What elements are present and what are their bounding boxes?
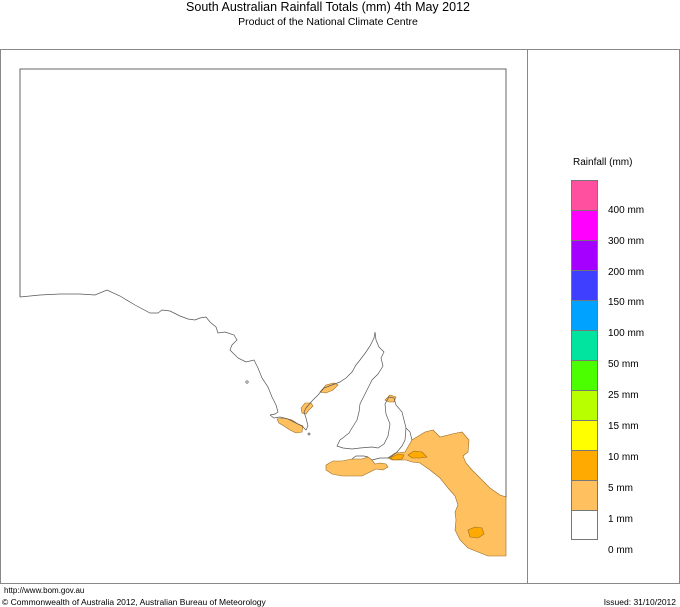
legend-label-150: 150 mm [608,297,645,308]
legend-label-0: 0 mm [608,545,633,556]
copyright-text: © Commonwealth of Australia 2012, Austra… [2,597,266,607]
legend-title: Rainfall (mm) [573,157,633,168]
chart-subtitle: Product of the National Climate Centre [238,16,418,28]
rain-area-fleurieu-5mm [389,453,405,461]
rain-area-eyre-mid [300,402,314,415]
legend-swatch-50 [571,330,598,360]
island-small [245,380,249,384]
rain-area-adelaide-5mm [407,450,428,459]
rain-area-yorke-tip [384,394,397,403]
legend-label-5: 5 mm [608,483,633,494]
map-frame [0,49,680,584]
coastline-gulf-st-vincent [405,427,413,441]
legend-swatch-25 [571,360,598,390]
legend-label-10: 10 mm [608,452,639,463]
coastline [19,289,413,461]
legend-label-300: 300 mm [608,236,645,247]
rain-area-southeast-5mm [467,526,485,539]
coastline-bight [19,289,279,416]
legend-swatch-400 [571,180,598,210]
rain-area-southeast [387,429,507,557]
legend-swatch-200 [571,240,598,270]
island-small-2 [307,432,311,436]
chart-title: South Australian Rainfall Totals (mm) 4t… [186,0,470,14]
legend-label-25: 25 mm [608,390,639,401]
legend-swatch-10 [571,420,598,450]
legend-swatch-150 [571,270,598,300]
website-link[interactable]: http://www.bom.gov.au [4,586,85,595]
coastline-spencer-gulf-west [371,457,388,461]
coastline-eyre-peninsula [269,331,407,459]
legend-swatch-0 [571,510,598,540]
legend-label-400: 400 mm [608,205,645,216]
legend-label-15: 15 mm [608,421,639,432]
legend-swatch-15 [571,390,598,420]
state-border [19,68,507,498]
legend-label-200: 200 mm [608,267,645,278]
issued-date: Issued: 31/10/2012 [603,597,676,607]
legend-colorbar [571,180,599,540]
rain-area-eyre-east [319,382,339,394]
rainfall-areas [276,382,507,557]
legend-swatch-300 [571,210,598,240]
legend-label-100: 100 mm [608,328,645,339]
coastline-kangaroo-island [351,455,369,460]
legend-swatch-5 [571,450,598,480]
legend-swatch-100 [571,300,598,330]
legend-label-50: 50 mm [608,359,639,370]
legend-label-1: 1 mm [608,514,633,525]
rain-area-kangaroo-island [325,456,389,477]
legend-swatch-1 [571,480,598,510]
